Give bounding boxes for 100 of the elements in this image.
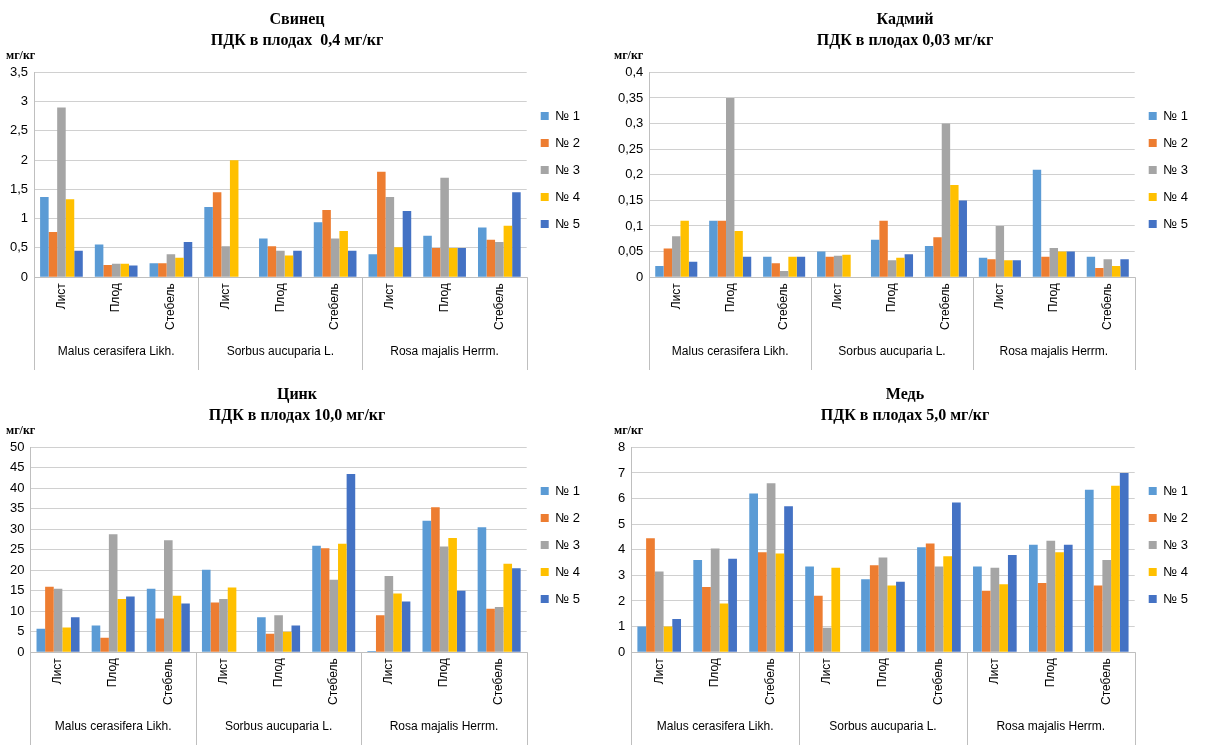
bar <box>1102 560 1112 652</box>
bar <box>869 565 879 652</box>
bar <box>1041 256 1050 277</box>
bar <box>990 567 1000 652</box>
bar <box>817 251 826 277</box>
x-tick-label: Стебель <box>160 658 175 706</box>
text: Rosa majalis Herrm. <box>999 344 1109 359</box>
x-tick-label: Плод <box>108 283 123 313</box>
bar <box>822 627 832 652</box>
y-axis-title: мг/кг <box>6 423 36 438</box>
y-tick-label: 40 <box>9 479 25 495</box>
x-tick-label: Стебель <box>931 658 946 706</box>
bar <box>654 571 664 652</box>
bar <box>274 615 283 652</box>
bar <box>172 595 182 652</box>
bar <box>987 259 996 277</box>
bar <box>693 560 703 652</box>
x-tick-label: Плод <box>1046 283 1061 313</box>
legend-label: № 2 <box>555 509 581 525</box>
bar <box>384 575 394 652</box>
bar <box>53 588 63 652</box>
bar <box>91 625 101 652</box>
bar <box>1066 251 1075 277</box>
x-tick-label: Стебель <box>1099 658 1114 706</box>
legend-label: № 3 <box>555 536 581 552</box>
bar <box>1063 544 1073 652</box>
bar <box>329 579 339 652</box>
text: Malus cerasifera Likh. <box>57 344 175 359</box>
bar <box>981 590 991 652</box>
bar <box>672 618 682 652</box>
legend-label: № 5 <box>555 590 581 606</box>
bar <box>265 633 275 652</box>
y-tick-label: 45 <box>9 459 25 475</box>
bar <box>943 556 952 652</box>
x-tick-label: Стебель <box>326 658 341 706</box>
bar <box>393 593 402 652</box>
bar <box>1086 256 1096 277</box>
bar <box>259 238 268 277</box>
bar <box>149 263 159 277</box>
bar <box>100 637 109 652</box>
y-tick-label: 1,5 <box>9 180 29 196</box>
y-tick-label: 0,1 <box>625 217 644 233</box>
x-tick-label: Лист <box>819 657 834 685</box>
bar <box>219 598 228 652</box>
bar <box>978 257 988 277</box>
legend-label: № 5 <box>555 215 581 231</box>
y-tick-label: 15 <box>9 582 25 598</box>
bar <box>742 256 752 277</box>
bar <box>155 618 165 652</box>
legend-label: № 4 <box>1163 563 1189 579</box>
bar <box>1032 169 1042 277</box>
y-tick-label: 3 <box>618 566 626 582</box>
bar <box>486 608 495 652</box>
bar <box>904 254 914 277</box>
bar <box>758 552 767 652</box>
bar <box>120 263 129 277</box>
y-tick-label: 3,5 <box>9 63 29 79</box>
bar <box>494 607 504 652</box>
bar <box>796 256 806 277</box>
bar <box>227 587 237 652</box>
bar <box>861 579 870 652</box>
y-axis-title: мг/кг <box>6 48 36 63</box>
bar <box>933 237 942 277</box>
bar <box>347 250 357 277</box>
bar <box>181 603 190 652</box>
bar <box>291 625 301 652</box>
bar <box>646 538 655 652</box>
text: Sorbus aucuparia L. <box>224 719 333 734</box>
bar <box>164 540 173 652</box>
bar <box>710 548 720 652</box>
y-tick-label: 8 <box>618 438 626 454</box>
text: Malus cerasifera Likh. <box>54 719 172 734</box>
y-tick-label: 6 <box>618 490 626 506</box>
bar <box>917 547 926 652</box>
y-tick-label: 2 <box>618 592 626 608</box>
bar <box>1120 259 1129 277</box>
legend-label: № 1 <box>1163 107 1189 123</box>
x-tick-label: Лист <box>215 657 230 685</box>
chart-title: Кадмий <box>876 9 934 27</box>
x-tick-label: Плод <box>1043 658 1058 688</box>
bar <box>925 543 935 652</box>
x-tick-label: Лист <box>53 282 68 310</box>
bar <box>368 254 378 277</box>
text: Rosa majalis Herrm. <box>389 719 499 734</box>
bar <box>887 585 897 652</box>
bar <box>1084 489 1094 652</box>
bar <box>486 239 496 277</box>
bar <box>346 474 356 652</box>
legend-label: № 4 <box>555 188 581 204</box>
bar <box>680 220 689 277</box>
bar <box>495 242 504 277</box>
bar <box>805 566 814 652</box>
legend-label: № 1 <box>555 107 581 123</box>
chart-title: Цинк <box>276 384 318 403</box>
y-tick-label: 20 <box>9 561 25 577</box>
legend-label: № 1 <box>1163 482 1189 498</box>
bar <box>448 247 458 277</box>
bar <box>503 563 513 652</box>
bar <box>1103 259 1112 277</box>
bar <box>175 257 184 277</box>
